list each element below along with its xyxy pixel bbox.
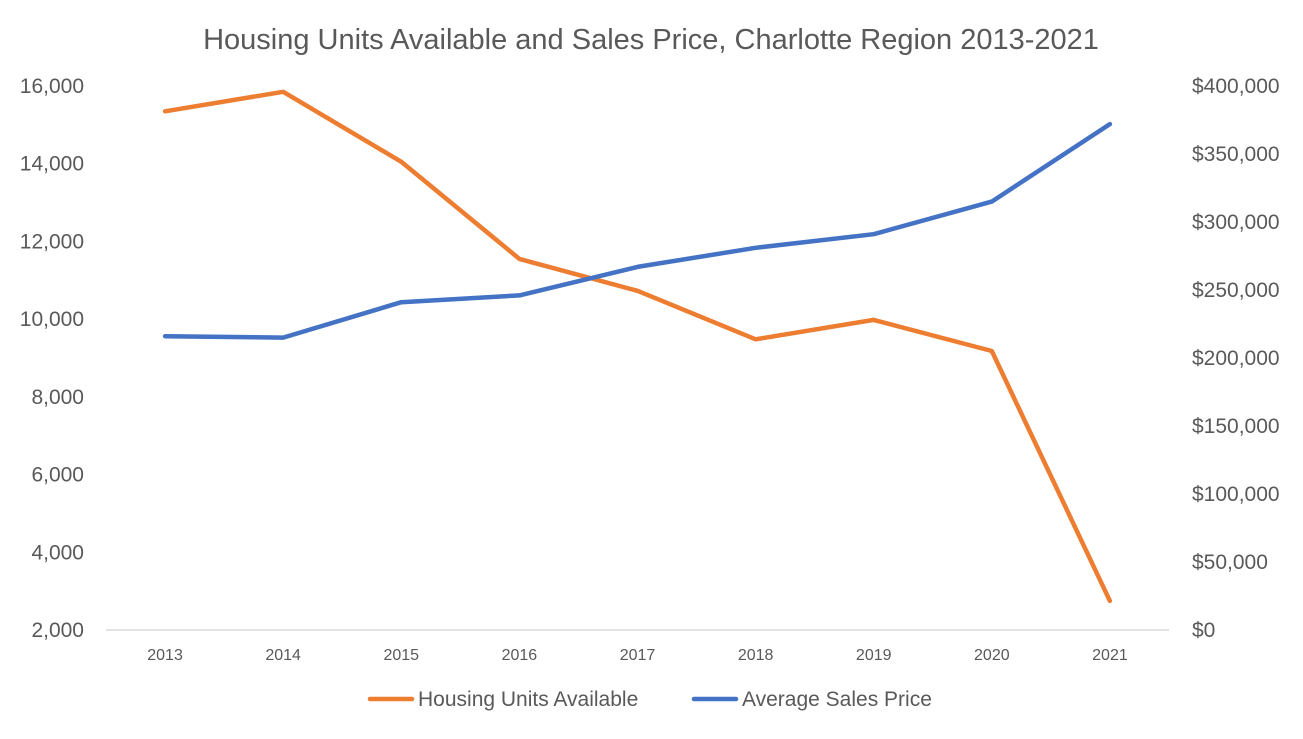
right-axis-tick-label: $200,000 [1192, 347, 1280, 370]
legend-label: Housing Units Available [418, 688, 638, 711]
x-axis-tick-label: 2020 [974, 647, 1010, 664]
right-axis-tick-label: $350,000 [1192, 143, 1280, 166]
left-axis-tick-label: 10,000 [20, 308, 84, 331]
x-axis-tick-label: 2019 [856, 647, 892, 664]
legend: Housing Units Available Average Sales Pri… [370, 688, 932, 711]
left-axis-tick-label: 14,000 [20, 153, 84, 176]
right-axis-tick-label: $100,000 [1192, 483, 1280, 506]
left-axis-tick-label: 2,000 [31, 619, 84, 642]
right-axis-ticks: $0 $50,000 $100,000 $150,000 $200,000 $250,00… [1192, 75, 1280, 642]
x-axis-tick-label: 2021 [1092, 647, 1128, 664]
right-axis-tick-label: $400,000 [1192, 75, 1280, 98]
x-axis-tick-label: 2016 [502, 647, 538, 664]
x-axis-tick-label: 2017 [620, 647, 656, 664]
series-lines [165, 92, 1110, 601]
right-axis-tick-label: $150,000 [1192, 415, 1280, 438]
series-line-average-sales-price [165, 124, 1110, 338]
x-axis-tick-label: 2014 [265, 647, 301, 664]
left-axis-tick-label: 12,000 [20, 230, 84, 253]
x-axis-tick-label: 2018 [738, 647, 774, 664]
right-axis-tick-label: $0 [1192, 619, 1215, 642]
x-axis-tick-label: 2015 [383, 647, 419, 664]
x-axis-ticks: 2013 2014 2015 2016 2017 2018 2019 2020 2021 [147, 647, 1128, 664]
left-axis-tick-label: 8,000 [31, 386, 84, 409]
left-axis-tick-label: 16,000 [20, 75, 84, 98]
legend-label: Average Sales Price [742, 688, 932, 711]
left-axis-ticks: 2,000 4,000 6,000 8,000 10,000 12,000 14,000 16… [20, 75, 84, 642]
left-axis-tick-label: 4,000 [31, 541, 84, 564]
chart-title: Housing Units Available and Sales Price,… [203, 24, 1099, 56]
right-axis-tick-label: $300,000 [1192, 211, 1280, 234]
x-axis-tick-label: 2013 [147, 647, 183, 664]
left-axis-tick-label: 6,000 [31, 464, 84, 487]
right-axis-tick-label: $250,000 [1192, 279, 1280, 302]
series-line-housing-units [165, 92, 1110, 601]
right-axis-tick-label: $50,000 [1192, 551, 1268, 574]
